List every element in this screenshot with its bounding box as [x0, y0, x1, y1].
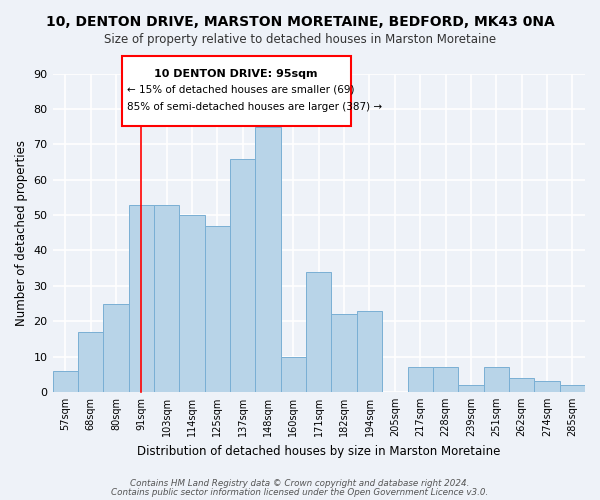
Bar	[509, 378, 534, 392]
Bar	[560, 385, 585, 392]
Bar	[484, 367, 509, 392]
Bar	[179, 215, 205, 392]
Text: 85% of semi-detached houses are larger (387) →: 85% of semi-detached houses are larger (…	[127, 102, 382, 113]
Bar	[154, 204, 179, 392]
Bar	[357, 310, 382, 392]
FancyBboxPatch shape	[122, 56, 351, 126]
Bar	[230, 158, 256, 392]
Text: ← 15% of detached houses are smaller (69): ← 15% of detached houses are smaller (69…	[127, 85, 355, 95]
Bar	[281, 356, 306, 392]
Bar	[534, 382, 560, 392]
Text: 10 DENTON DRIVE: 95sqm: 10 DENTON DRIVE: 95sqm	[154, 69, 318, 79]
Bar	[458, 385, 484, 392]
Y-axis label: Number of detached properties: Number of detached properties	[15, 140, 28, 326]
Bar	[306, 272, 331, 392]
X-axis label: Distribution of detached houses by size in Marston Moretaine: Distribution of detached houses by size …	[137, 444, 500, 458]
Bar	[205, 226, 230, 392]
Text: Size of property relative to detached houses in Marston Moretaine: Size of property relative to detached ho…	[104, 32, 496, 46]
Bar	[128, 204, 154, 392]
Bar	[78, 332, 103, 392]
Bar	[103, 304, 128, 392]
Text: 10, DENTON DRIVE, MARSTON MORETAINE, BEDFORD, MK43 0NA: 10, DENTON DRIVE, MARSTON MORETAINE, BED…	[46, 15, 554, 29]
Text: Contains public sector information licensed under the Open Government Licence v3: Contains public sector information licen…	[112, 488, 488, 497]
Text: Contains HM Land Registry data © Crown copyright and database right 2024.: Contains HM Land Registry data © Crown c…	[130, 479, 470, 488]
Bar	[256, 126, 281, 392]
Bar	[433, 367, 458, 392]
Bar	[53, 370, 78, 392]
Bar	[407, 367, 433, 392]
Bar	[331, 314, 357, 392]
